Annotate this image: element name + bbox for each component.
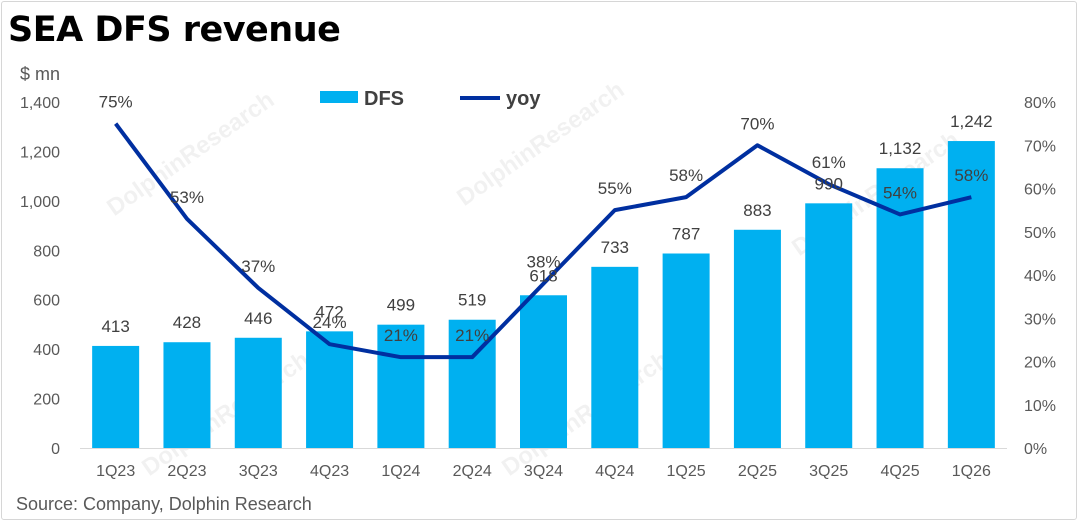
bar-value-label: 519 (458, 291, 486, 310)
y-right-tick-label: 40% (1024, 268, 1056, 285)
bar-3Q23 (234, 337, 282, 448)
bar-2Q25 (733, 229, 781, 448)
y-left-tick-label: 1,400 (20, 95, 60, 112)
bar-value-label: 990 (815, 174, 843, 193)
x-tick-label: 1Q25 (667, 463, 706, 480)
x-tick-label: 2Q25 (738, 463, 777, 480)
y-left-tick-label: 0 (51, 441, 60, 458)
bar-value-label: 618 (529, 266, 557, 285)
y-right-tick-label: 0% (1024, 441, 1047, 458)
axes: 0 200 400 600 800 1,000 1,200 1,400 0% 10% 20% 30% 4… (20, 95, 1056, 480)
x-tick-label: 1Q24 (381, 463, 420, 480)
y-left-tick-label: 400 (33, 342, 60, 359)
bar-value-label: 428 (173, 313, 201, 332)
legend-label-dfs: DFS (364, 88, 404, 110)
legend-swatch-dfs (320, 91, 358, 103)
bar-series (92, 141, 995, 448)
yoy-value-label: 55% (598, 179, 632, 198)
x-tick-label: 4Q25 (880, 463, 919, 480)
bar-3Q24 (520, 295, 567, 448)
x-tick-label: 2Q24 (453, 463, 492, 480)
yoy-value-label: 38% (526, 253, 560, 272)
bar-2Q23 (163, 342, 211, 448)
bar-value-label: 446 (244, 309, 272, 328)
y-left-tick-label: 200 (33, 392, 60, 409)
x-tick-label: 1Q23 (96, 463, 135, 480)
bar-1Q26 (947, 141, 995, 448)
source-note: Source: Company, Dolphin Research (16, 494, 312, 514)
y-right-tick-label: 80% (1024, 95, 1056, 112)
x-tick-label: 3Q25 (809, 463, 848, 480)
x-tick-label: 4Q23 (310, 463, 349, 480)
chart-title: SEA DFS revenue (8, 10, 341, 50)
yoy-value-label: 70% (740, 114, 774, 133)
bar-4Q23 (306, 331, 354, 448)
yoy-value-label: 21% (384, 326, 418, 345)
y-axis-unit-label: $ mn (20, 64, 61, 84)
y-right-tick-label: 70% (1024, 138, 1056, 155)
y-right-tick-label: 50% (1024, 225, 1056, 242)
yoy-value-label: 54% (883, 183, 917, 202)
legend: DFS yoy (320, 88, 541, 110)
bar-4Q24 (591, 266, 639, 448)
yoy-value-label: 53% (170, 188, 204, 207)
bar-3Q25 (805, 203, 853, 448)
yoy-value-label: 58% (669, 166, 703, 185)
y-left-tick-label: 600 (33, 293, 60, 310)
yoy-value-label: 61% (812, 153, 846, 172)
bar-1Q24 (377, 324, 425, 448)
bar-value-label: 733 (601, 238, 629, 257)
yoy-value-label: 21% (455, 326, 489, 345)
bar-value-label: 1,132 (879, 139, 922, 158)
yoy-value-label: 75% (99, 93, 133, 112)
y-right-tick-label: 20% (1024, 355, 1056, 372)
x-tick-label: 3Q23 (239, 463, 278, 480)
line-series (114, 122, 972, 360)
y-left-tick-label: 1,200 (20, 144, 60, 161)
y-right-tick-label: 60% (1024, 182, 1056, 199)
x-tick-label: 4Q24 (595, 463, 634, 480)
bar-value-label: 883 (743, 201, 771, 220)
legend-label-yoy: yoy (506, 88, 541, 110)
bar-value-label: 1,242 (950, 112, 993, 131)
x-tick-label: 2Q23 (167, 463, 206, 480)
bar-value-label: 413 (101, 317, 129, 336)
bar-value-label: 787 (672, 224, 700, 243)
yoy-value-label: 37% (241, 257, 275, 276)
x-tick-label: 3Q24 (524, 463, 563, 480)
y-left-tick-label: 800 (33, 243, 60, 260)
x-tick-label: 1Q26 (952, 463, 991, 480)
bar-value-label: 499 (387, 296, 415, 315)
yoy-value-label: 24% (313, 313, 347, 332)
y-left-tick-label: 1,000 (20, 194, 60, 211)
bar-value-label: 472 (315, 302, 343, 321)
yoy-value-label: 58% (954, 166, 988, 185)
bar-1Q25 (662, 253, 710, 448)
y-right-tick-label: 30% (1024, 311, 1056, 328)
yoy-line (114, 122, 972, 360)
y-right-tick-label: 10% (1024, 398, 1056, 415)
data-labels: 413 428 446 472 499 519 618 733 787 883 990 1,132 1,… (99, 93, 993, 346)
bar-1Q23 (92, 345, 140, 448)
